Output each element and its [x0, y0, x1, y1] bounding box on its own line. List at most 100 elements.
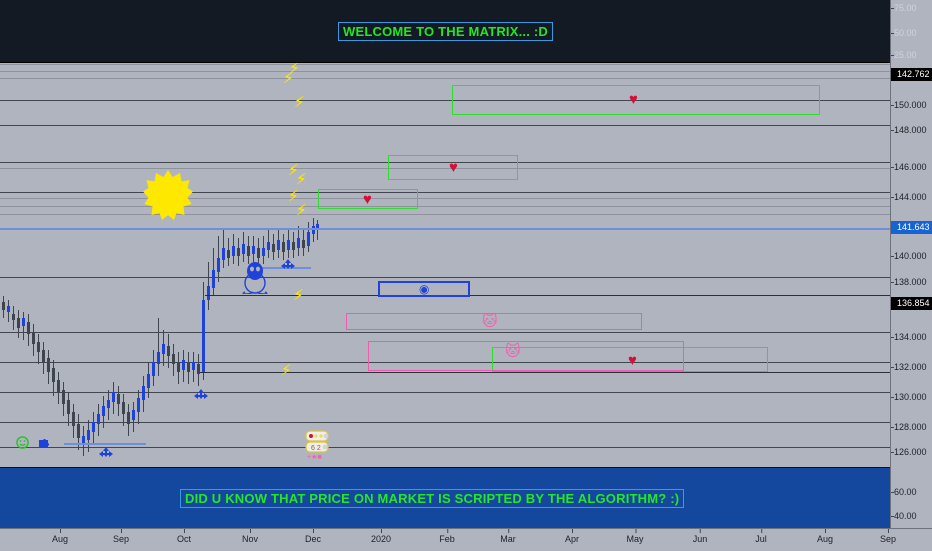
- gridline-faint: [0, 198, 890, 199]
- price-tick: 144.000: [891, 192, 927, 202]
- candle-body: [262, 248, 265, 256]
- time-tick-label: Aug: [51, 529, 69, 544]
- candle-body: [197, 364, 200, 374]
- move-diamond-icon[interactable]: [194, 389, 208, 403]
- candle-body: [267, 242, 270, 250]
- green-box-low[interactable]: [318, 189, 418, 209]
- candle-body: [7, 306, 10, 312]
- gridline: [0, 125, 890, 126]
- lightning-bolt-icon: ⚡: [294, 94, 305, 111]
- heart-icon: ♥: [449, 159, 458, 176]
- gridline: [0, 332, 890, 333]
- candle-body: [22, 318, 25, 326]
- price-tick: 50.00: [891, 28, 917, 38]
- welcome-banner-label[interactable]: WELCOME TO THE MATRIX... :D: [338, 22, 553, 41]
- move-diamond-icon[interactable]: [281, 259, 295, 273]
- candle-body: [127, 412, 130, 424]
- lightning-bolt-icon: ⚡: [296, 171, 307, 188]
- price-badge[interactable]: 141.643: [891, 221, 932, 234]
- eye-icon: ◉: [419, 282, 430, 296]
- price-tick: 128.000: [891, 422, 927, 432]
- svg-text:6 2: 6 2: [311, 445, 321, 452]
- candle-body: [207, 286, 210, 300]
- candle-body: [82, 436, 85, 444]
- price-tick: 148.000: [891, 125, 927, 135]
- green-box-bottom[interactable]: [492, 347, 768, 372]
- price-scale-axis[interactable]: 75.00 50.00 25.00 150.000 148.000 146.000 144.…: [890, 0, 932, 528]
- horizontal-ray[interactable]: [255, 267, 311, 269]
- candle-body: [232, 246, 235, 256]
- price-badge[interactable]: 142.762: [891, 68, 932, 81]
- price-tick: 25.00: [891, 50, 917, 60]
- candle-body: [162, 344, 165, 354]
- candle-body: [307, 232, 310, 246]
- candle-body: [282, 242, 285, 252]
- cat-face-icon: 🐱: [482, 313, 498, 330]
- gridline: [0, 362, 890, 363]
- gridline-faint: [0, 71, 890, 72]
- candle-body: [157, 352, 160, 364]
- time-tick-label: Apr: [564, 529, 580, 544]
- top-dark-overlay-panel: [0, 0, 890, 63]
- tux-penguin-icon: [242, 262, 268, 294]
- green-box-mid[interactable]: [388, 155, 518, 180]
- horizontal-ray[interactable]: [200, 372, 890, 373]
- blue-eye-box[interactable]: [378, 281, 470, 297]
- price-badge[interactable]: 136.854: [891, 297, 932, 310]
- time-tick-label: Jul: [755, 529, 767, 544]
- candle-body: [52, 368, 55, 382]
- candle-body: [287, 240, 290, 250]
- chart-plot-area[interactable]: ♥ ♥ ♥ ♥ 🐱 🐱 ⚡ ⚡ ⚡ ⚡ ⚡ ⚡ ⚡ ⚡ ⚡ ◉: [0, 0, 890, 528]
- time-tick-label: Sep: [879, 529, 897, 544]
- price-tick: 126.000: [891, 447, 927, 457]
- lightning-bolt-icon: ⚡: [288, 162, 299, 179]
- candle-body: [142, 386, 145, 400]
- candle-body: [57, 380, 60, 392]
- price-tick: 75.00: [891, 3, 917, 13]
- horizontal-ray[interactable]: [64, 443, 146, 445]
- candle-body: [292, 242, 295, 250]
- price-tick: 138.000: [891, 277, 927, 287]
- candle-body: [67, 400, 70, 414]
- green-box-top[interactable]: [452, 85, 820, 115]
- gridline-faint: [0, 168, 890, 169]
- candle-body: [122, 402, 125, 414]
- gridline: [0, 422, 890, 423]
- price-tick: 130.000: [891, 392, 927, 402]
- pink-box-lower[interactable]: [368, 341, 684, 371]
- candle-body: [182, 360, 185, 370]
- time-tick-label: Aug: [816, 529, 834, 544]
- candle-body: [42, 350, 45, 362]
- candle-body: [2, 302, 5, 310]
- gridline-faint: [0, 214, 890, 215]
- time-tick-label: Sep: [112, 529, 130, 544]
- gridline-faint: [0, 78, 890, 79]
- time-scale-axis[interactable]: Aug Sep Oct Nov Dec 2020 Feb Mar Apr May Jun Jul Aug…: [0, 528, 932, 551]
- bottom-blue-overlay-panel: [0, 467, 890, 528]
- candle-body: [107, 400, 110, 408]
- candle-body: [102, 406, 105, 416]
- candle-body: [302, 240, 305, 248]
- candle-body: [117, 394, 120, 404]
- price-tick: 146.000: [891, 162, 927, 172]
- horizontal-ray[interactable]: [0, 228, 890, 230]
- move-diamond-icon[interactable]: [99, 447, 113, 461]
- candle-body: [37, 342, 40, 352]
- candle-wick: [23, 312, 24, 340]
- algorithm-banner-label[interactable]: DID U KNOW THAT PRICE ON MARKET IS SCRIP…: [180, 489, 685, 508]
- candle-body: [187, 362, 190, 372]
- candle-body: [172, 354, 175, 364]
- lightning-bolt-icon: ⚡: [289, 60, 300, 77]
- horizontal-ray[interactable]: [205, 295, 890, 296]
- heart-icon: ♥: [363, 191, 372, 208]
- candle-body: [257, 248, 260, 258]
- candle-body: [27, 322, 30, 334]
- time-tick-label: Nov: [241, 529, 259, 544]
- gridline: [0, 100, 890, 101]
- time-tick-label: 2020: [370, 529, 392, 544]
- candle-body: [147, 374, 150, 388]
- price-tick: 134.000: [891, 332, 927, 342]
- pink-box-upper[interactable]: [346, 313, 642, 330]
- time-tick-label: Oct: [176, 529, 192, 544]
